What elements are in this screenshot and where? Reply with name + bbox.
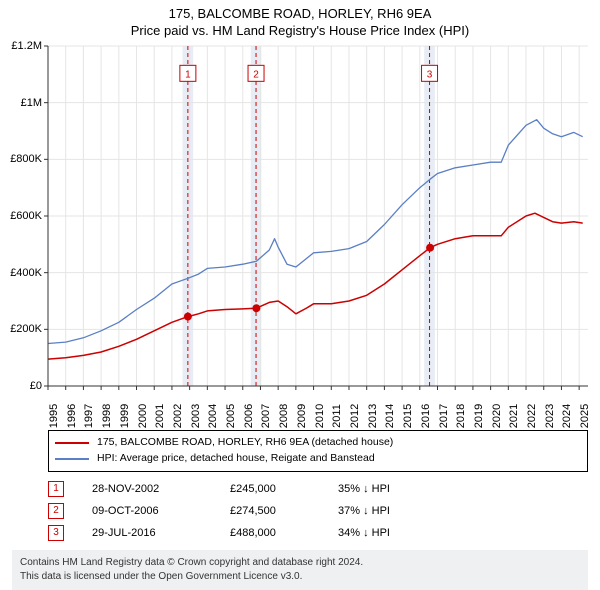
x-axis-label: 2016 [420,404,432,428]
x-axis-label: 2000 [137,404,149,428]
legend-swatch [55,458,89,460]
x-axis-label: 2022 [526,404,538,428]
legend-item: HPI: Average price, detached house, Reig… [55,451,581,467]
x-axis-label: 2011 [331,404,343,428]
legend-label: 175, BALCOMBE ROAD, HORLEY, RH6 9EA (det… [97,435,393,451]
marker-date: 09-OCT-2006 [92,500,202,522]
x-axis-label: 2003 [190,404,202,428]
marker-price: £488,000 [230,522,310,544]
x-axis-label: 2021 [508,404,520,428]
attribution-line: Contains HM Land Registry data © Crown c… [20,556,580,570]
legend-swatch [55,442,89,444]
x-axis-label: 2005 [225,404,237,428]
legend-item: 175, BALCOMBE ROAD, HORLEY, RH6 9EA (det… [55,435,581,451]
marker-diff: 35% ↓ HPI [338,478,390,500]
marker-date: 28-NOV-2002 [92,478,202,500]
marker-date: 29-JUL-2016 [92,522,202,544]
page-subtitle: Price paid vs. HM Land Registry's House … [0,21,600,38]
x-axis-label: 1999 [119,404,131,428]
x-axis-label: 1998 [101,404,113,428]
x-axis-label: 2015 [402,404,414,428]
x-axis-label: 1997 [83,404,95,428]
y-axis-label: £200K [10,323,42,335]
x-axis-labels: 1995 1996 1997 1998 1999 2000 2001 2002 2003 2004… [48,386,588,428]
marker-number-box: 2 [48,503,64,519]
x-axis-label: 2004 [207,404,219,428]
x-axis-label: 2019 [473,404,485,428]
x-axis-label: 2017 [438,404,450,428]
marker-number-box: 3 [48,525,64,541]
marker-row: 3 29-JUL-2016 £488,000 34% ↓ HPI [48,522,588,544]
attribution-line: This data is licensed under the Open Gov… [20,570,580,584]
page-title: 175, BALCOMBE ROAD, HORLEY, RH6 9EA [0,0,600,21]
chart-area: 123 £0£200K£400K£600K£800K£1M£1.2M [48,46,588,386]
x-axis-label: 2018 [455,404,467,428]
x-axis-label: 2014 [384,404,396,428]
x-axis-label: 2007 [260,404,272,428]
y-axis-label: £600K [10,210,42,222]
x-axis-label: 2001 [154,404,166,428]
x-axis-label: 2002 [172,404,184,428]
marker-row: 1 28-NOV-2002 £245,000 35% ↓ HPI [48,478,588,500]
svg-text:3: 3 [427,69,433,80]
marker-number-box: 1 [48,481,64,497]
y-axis-label: £0 [30,380,42,392]
x-axis-label: 2010 [314,404,326,428]
markers-table: 1 28-NOV-2002 £245,000 35% ↓ HPI 2 09-OCT-200… [48,478,588,544]
legend-box: 175, BALCOMBE ROAD, HORLEY, RH6 9EA (det… [48,430,588,472]
svg-text:2: 2 [253,69,259,80]
svg-text:1: 1 [185,69,191,80]
x-axis-label: 1996 [66,404,78,428]
y-axis-label: £1M [21,97,42,109]
y-axis-label: £1.2M [11,40,42,52]
attribution-box: Contains HM Land Registry data © Crown c… [12,550,588,590]
x-axis-label: 2006 [243,404,255,428]
chart-container: 175, BALCOMBE ROAD, HORLEY, RH6 9EA Pric… [0,0,600,590]
x-axis-label: 2009 [296,404,308,428]
x-axis-label: 2024 [561,404,573,428]
legend-label: HPI: Average price, detached house, Reig… [97,451,375,467]
marker-row: 2 09-OCT-2006 £274,500 37% ↓ HPI [48,500,588,522]
x-axis-label: 2012 [349,404,361,428]
y-axis-label: £800K [10,153,42,165]
x-axis-label: 2013 [367,404,379,428]
x-axis-label: 1995 [48,404,60,428]
x-axis-label: 2023 [544,404,556,428]
marker-price: £274,500 [230,500,310,522]
marker-price: £245,000 [230,478,310,500]
marker-diff: 34% ↓ HPI [338,522,390,544]
marker-diff: 37% ↓ HPI [338,500,390,522]
y-axis-label: £400K [10,267,42,279]
x-axis-label: 2025 [579,404,591,428]
x-axis-label: 2020 [491,404,503,428]
line-chart-svg: 1 2 3 [48,46,588,386]
x-axis-label: 2008 [278,404,290,428]
